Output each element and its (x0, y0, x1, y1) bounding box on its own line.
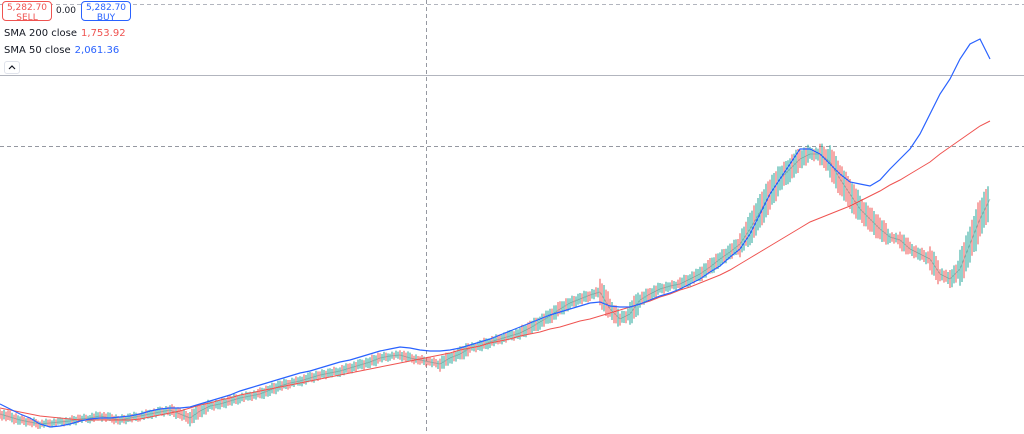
sell-label: SELL (16, 13, 38, 23)
chevron-up-icon (8, 65, 16, 70)
price-series-line (0, 153, 991, 425)
sell-button[interactable]: 5,282.70 SELL (2, 1, 52, 23)
indicator-sma200[interactable]: SMA 200 close 1,753.92 (4, 28, 126, 39)
indicator-sma200-label: SMA 200 close (4, 28, 78, 39)
buy-button[interactable]: 5,282.70 BUY (81, 1, 131, 23)
sma50-line (0, 38, 991, 428)
buy-price: 5,282.70 (85, 3, 127, 13)
sell-price: 5,282.70 (6, 3, 48, 13)
indicator-sma200-value: 1,753.92 (81, 28, 126, 39)
candles (0, 143, 989, 429)
sma200-line (0, 120, 991, 421)
buy-label: BUY (96, 13, 116, 23)
indicator-sma50-label: SMA 50 close (4, 45, 71, 56)
indicator-sma50-value: 2,061.36 (74, 45, 120, 56)
collapse-legend-button[interactable] (4, 61, 20, 74)
spread-value: 0.00 (55, 6, 77, 16)
indicator-sma50[interactable]: SMA 50 close 2,061.36 (4, 45, 119, 56)
